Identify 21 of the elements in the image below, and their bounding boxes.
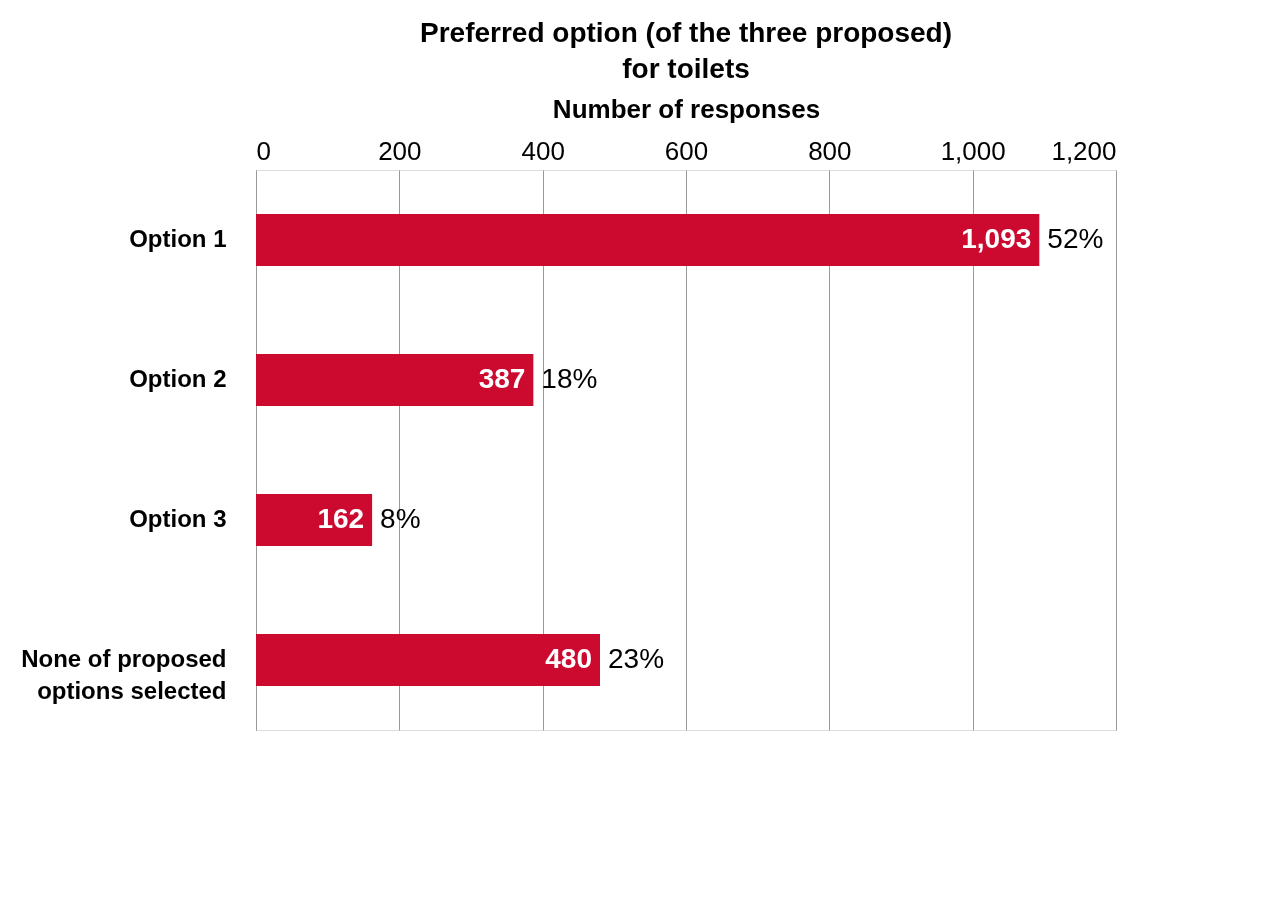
annotation: 52% (1047, 223, 1104, 254)
data-label: 1,093 (961, 223, 1032, 254)
annotation: 23% (608, 643, 665, 674)
x-tick-label: 800 (808, 135, 852, 166)
x-tick-label: 1,200 (1051, 135, 1117, 166)
annotation: 8% (380, 503, 421, 534)
chart-title: Preferred option (of the three proposed) for toilets (419, 17, 953, 84)
y-tick-label: Option 1 (129, 225, 227, 252)
annotation: 18% (541, 363, 598, 394)
x-tick-label: 400 (521, 135, 565, 166)
x-tick-label: 200 (378, 135, 422, 166)
x-tick-label: 1,000 (940, 135, 1006, 166)
y-tick-label: Option 3 (129, 505, 227, 532)
x-axis-title: Number of responses (552, 93, 821, 124)
data-label: 162 (317, 503, 365, 534)
x-tick-label: 600 (664, 135, 709, 166)
data-label: 387 (478, 363, 526, 394)
x-tick-label: 0 (256, 135, 271, 166)
data-label: 480 (545, 643, 592, 674)
y-tick-label: None of proposed options selected (21, 645, 227, 704)
y-tick-label: Option 2 (129, 365, 227, 392)
